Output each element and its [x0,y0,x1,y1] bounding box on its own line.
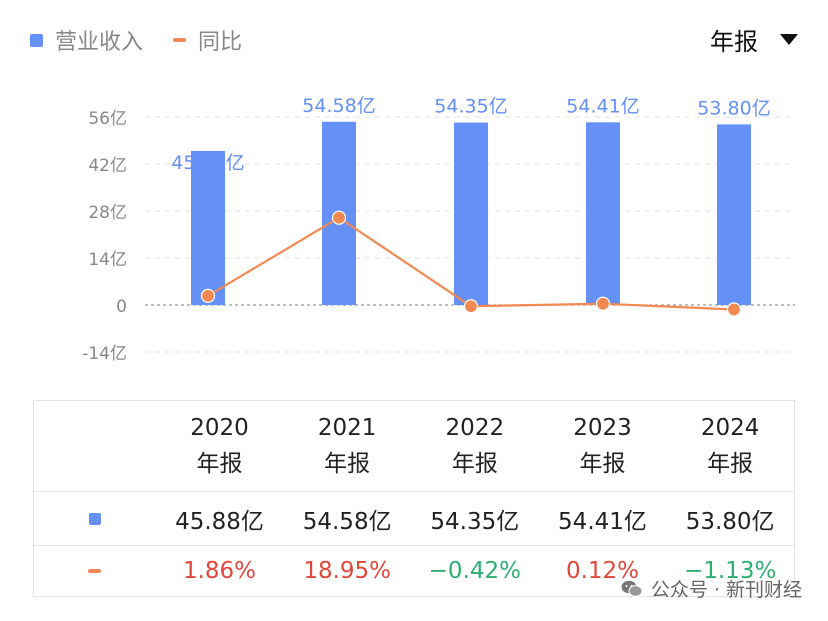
header-period: 年报 [707,451,754,477]
watermark: 公众号 · 新刊财经 [621,575,802,602]
header-year: 2023 [573,415,632,441]
bar-value-label: 45.88亿 [171,152,244,174]
y-tick-label: 0 [116,297,127,317]
table-row-revenue: 45.88亿 54.58亿 54.35亿 54.41亿 53.80亿 [34,492,794,546]
legend-label-yoy: 同比 [198,30,243,55]
y-tick-label: 14亿 [88,250,127,270]
header-period: 年报 [451,451,498,477]
y-tick-label: 56亿 [88,109,127,129]
y-tick-label: -14亿 [82,344,127,364]
yoy-point [726,302,742,317]
legend-bar-marker [30,33,43,47]
yoy-point [331,210,347,225]
bar-value-label: 54.58亿 [302,95,375,117]
table-header-row: 2020 年报 2021 年报 2022 年报 2023 年报 2024 年报 [34,401,794,492]
legend-item-revenue[interactable]: 营业收入 [30,24,143,56]
revenue-bar [717,124,751,305]
header-period: 年报 [196,451,243,477]
revenue-cell: 53.80亿 [685,508,775,535]
yoy-cell: −0.42% [428,558,521,584]
header-year: 2020 [190,415,249,441]
yoy-cell: 0.12% [565,558,640,584]
revenue-cell: 54.35亿 [430,508,520,535]
table-header-2020: 2020 年报 [156,401,284,491]
watermark-text: 公众号 · 新刊财经 [650,579,802,601]
revenue-cell: 45.88亿 [175,508,264,535]
bar-value-label: 54.35亿 [434,96,507,118]
table-header-2021: 2021 年报 [283,401,411,491]
table-row-yoy: 1.86% 18.95% −0.42% 0.12% −1.13% [34,546,794,596]
legend-item-yoy[interactable]: 同比 [173,24,242,56]
y-tick-label: 28亿 [88,203,127,223]
table-header-2023: 2023 年报 [539,401,667,491]
revenue-cell: 54.41亿 [558,508,647,535]
yoy-point [595,296,611,311]
period-dropdown-label: 年报 [710,28,758,56]
bar-value-label: 53.80亿 [697,97,770,119]
revenue-bar [586,122,620,305]
yoy-cell: −1.13% [683,558,777,584]
yoy-cell: 18.95% [303,558,392,584]
header-year: 2022 [445,415,505,441]
caret-down-icon [780,34,798,45]
table-corner-cell [34,401,156,491]
legend-line-marker [173,38,187,42]
yoy-cell: 1.86% [182,558,257,584]
line-marker-icon [88,569,102,573]
row-marker-cell [34,546,156,596]
revenue-bar [454,122,488,305]
header-year: 2024 [700,415,760,441]
y-tick-label: 42亿 [88,156,127,176]
header-year: 2021 [317,415,377,441]
row-marker-cell [34,492,156,545]
period-dropdown[interactable]: 年报 [710,22,798,57]
yoy-point [463,299,479,314]
data-table: 2020 年报 2021 年报 2022 年报 2023 年报 2024 年报 … [33,400,795,597]
header-period: 年报 [579,451,626,477]
revenue-chart: 56亿 42亿 28亿 14亿 0 -14亿 45.88亿 54.58亿 54.35亿 54.4… [82,95,795,364]
revenue-cell: 54.58亿 [302,508,392,535]
revenue-bar [191,150,225,305]
header-period: 年报 [324,451,371,477]
legend-label-revenue: 营业收入 [55,30,144,55]
legend: 营业收入 同比 [30,24,272,56]
wechat-icon [621,580,643,598]
table-header-2022: 2022 年报 [411,401,539,491]
yoy-point [200,288,216,303]
bar-value-label: 54.41亿 [566,95,639,117]
table-header-2024: 2024 年报 [666,401,794,491]
bar-marker-icon [88,512,101,525]
